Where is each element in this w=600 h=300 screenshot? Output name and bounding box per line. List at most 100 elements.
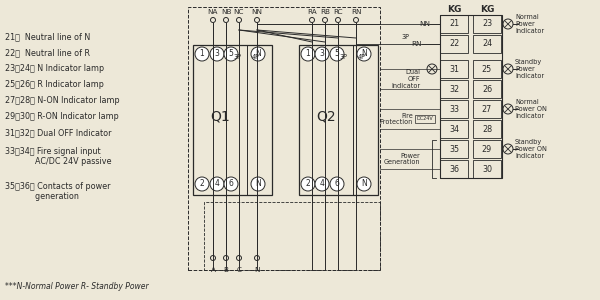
Bar bbox=[204, 202, 380, 270]
Text: 6: 6 bbox=[335, 179, 340, 188]
Text: Q1: Q1 bbox=[210, 109, 230, 123]
Text: Normal
Power
Indicator: Normal Power Indicator bbox=[515, 14, 544, 34]
Bar bbox=[473, 140, 501, 158]
Circle shape bbox=[224, 177, 238, 191]
Bar bbox=[440, 120, 468, 138]
Bar bbox=[473, 80, 501, 98]
Text: 36: 36 bbox=[449, 164, 459, 173]
Text: 27、28： N-ON Indicator lamp: 27、28： N-ON Indicator lamp bbox=[5, 96, 119, 105]
Text: NA: NA bbox=[208, 9, 218, 15]
Circle shape bbox=[357, 47, 371, 61]
Text: DC24V: DC24V bbox=[416, 116, 433, 122]
Text: N: N bbox=[254, 267, 260, 273]
Text: RC: RC bbox=[333, 9, 343, 15]
Text: N: N bbox=[255, 179, 261, 188]
Circle shape bbox=[503, 19, 513, 29]
Text: 3P: 3P bbox=[233, 54, 241, 60]
Text: B: B bbox=[223, 267, 229, 273]
Text: Standby
Power
Indicator: Standby Power Indicator bbox=[515, 59, 544, 79]
Bar bbox=[440, 15, 468, 33]
Text: RN: RN bbox=[412, 41, 422, 47]
Text: RA: RA bbox=[307, 9, 317, 15]
Text: Q2: Q2 bbox=[316, 109, 336, 123]
Text: 21；  Neutral line of N: 21； Neutral line of N bbox=[5, 32, 90, 41]
Bar bbox=[188, 7, 380, 270]
Text: 34: 34 bbox=[449, 124, 459, 134]
Text: 33、34： Fire signal input: 33、34： Fire signal input bbox=[5, 147, 101, 156]
Text: 25: 25 bbox=[482, 64, 492, 74]
Circle shape bbox=[330, 47, 344, 61]
Bar bbox=[440, 80, 468, 98]
Bar bbox=[473, 35, 501, 53]
Text: 4P: 4P bbox=[252, 54, 260, 60]
Text: N: N bbox=[361, 50, 367, 58]
Text: NC: NC bbox=[234, 9, 244, 15]
Circle shape bbox=[503, 104, 513, 114]
Bar bbox=[473, 120, 501, 138]
Text: 4P: 4P bbox=[358, 54, 366, 60]
Text: AC/DC 24V passive: AC/DC 24V passive bbox=[5, 157, 112, 166]
Text: Fire
Protection: Fire Protection bbox=[380, 112, 413, 125]
Bar bbox=[440, 60, 468, 78]
Text: 4: 4 bbox=[320, 179, 325, 188]
Circle shape bbox=[195, 47, 209, 61]
Circle shape bbox=[301, 177, 315, 191]
Text: 22: 22 bbox=[449, 40, 459, 49]
Text: A: A bbox=[211, 267, 215, 273]
Text: RN: RN bbox=[351, 9, 361, 15]
Text: NN: NN bbox=[419, 21, 430, 27]
Bar bbox=[473, 100, 501, 118]
Text: ***N-Normal Power R- Standby Power: ***N-Normal Power R- Standby Power bbox=[5, 282, 149, 291]
Circle shape bbox=[315, 177, 329, 191]
Circle shape bbox=[210, 47, 224, 61]
Text: 2: 2 bbox=[200, 179, 205, 188]
Bar bbox=[473, 60, 501, 78]
Bar bbox=[193, 45, 272, 195]
Text: N: N bbox=[255, 50, 261, 58]
Text: 26: 26 bbox=[482, 85, 492, 94]
Circle shape bbox=[251, 177, 265, 191]
Text: Standby
Power ON
Indicator: Standby Power ON Indicator bbox=[515, 139, 547, 159]
Text: 35: 35 bbox=[449, 145, 459, 154]
Text: generation: generation bbox=[5, 192, 79, 201]
Circle shape bbox=[224, 47, 238, 61]
Circle shape bbox=[503, 144, 513, 154]
Text: 23: 23 bbox=[482, 20, 492, 28]
Circle shape bbox=[195, 177, 209, 191]
Bar bbox=[299, 45, 378, 195]
Text: Power
Generation: Power Generation bbox=[383, 152, 420, 166]
Text: 25、26： R Indicator lamp: 25、26： R Indicator lamp bbox=[5, 80, 104, 89]
Circle shape bbox=[315, 47, 329, 61]
Text: 31: 31 bbox=[449, 64, 459, 74]
Text: Dual
OFF
Indicator: Dual OFF Indicator bbox=[391, 69, 420, 89]
Text: RB: RB bbox=[320, 9, 330, 15]
Text: 29: 29 bbox=[482, 145, 492, 154]
Circle shape bbox=[251, 47, 265, 61]
Text: N: N bbox=[361, 179, 367, 188]
Text: KG: KG bbox=[447, 5, 461, 14]
Circle shape bbox=[503, 64, 513, 74]
Text: 3P: 3P bbox=[402, 34, 410, 40]
Bar bbox=[440, 140, 468, 158]
Text: 5: 5 bbox=[229, 50, 233, 58]
Bar bbox=[440, 35, 468, 53]
Circle shape bbox=[357, 177, 371, 191]
Text: KG: KG bbox=[480, 5, 494, 14]
Text: Normal
Power ON
Indicator: Normal Power ON Indicator bbox=[515, 99, 547, 119]
Text: 23、24： N Indicator lamp: 23、24： N Indicator lamp bbox=[5, 64, 104, 73]
Bar bbox=[440, 160, 468, 178]
Text: 35、36： Contacts of power: 35、36： Contacts of power bbox=[5, 182, 110, 191]
Text: 33: 33 bbox=[449, 104, 459, 113]
Text: NB: NB bbox=[221, 9, 231, 15]
Circle shape bbox=[210, 177, 224, 191]
Text: C: C bbox=[236, 267, 241, 273]
Circle shape bbox=[427, 64, 437, 74]
Text: 27: 27 bbox=[482, 104, 492, 113]
Text: 3: 3 bbox=[320, 50, 325, 58]
Text: NN: NN bbox=[251, 9, 263, 15]
Text: 30: 30 bbox=[482, 164, 492, 173]
Circle shape bbox=[301, 47, 315, 61]
Text: 29、30： R-ON Indicator lamp: 29、30： R-ON Indicator lamp bbox=[5, 112, 119, 121]
Text: 1: 1 bbox=[305, 50, 310, 58]
Bar bbox=[473, 160, 501, 178]
